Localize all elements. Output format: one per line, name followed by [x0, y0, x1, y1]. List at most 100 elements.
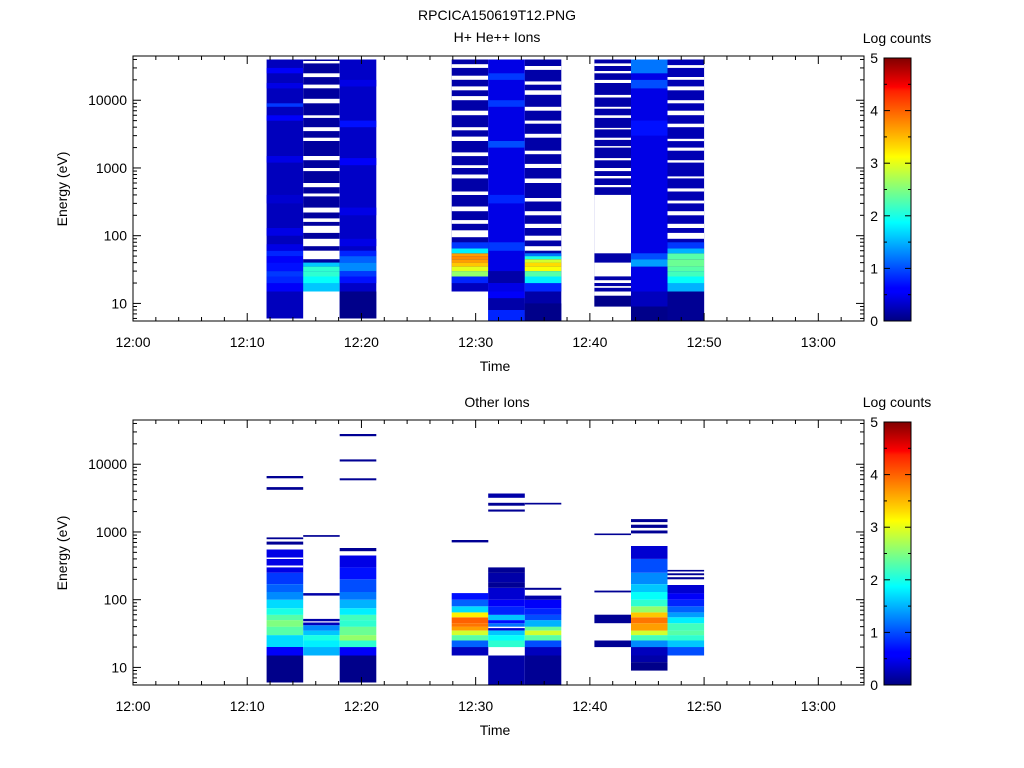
- heatmap-empty-band: [339, 552, 377, 554]
- heatmap-cell: [488, 310, 525, 321]
- panel-1-colorbar-label: Log counts: [863, 30, 932, 46]
- heatmap-cell: [303, 283, 340, 292]
- heatmap-cell: [266, 608, 304, 615]
- heatmap-cell: [451, 593, 489, 600]
- heatmap-cell: [266, 103, 304, 107]
- x-tick-label: 13:00: [801, 698, 836, 714]
- panel-2-ylabel: Energy (eV): [54, 516, 70, 591]
- heatmap-cell: [266, 599, 304, 609]
- heatmap-cell: [451, 256, 489, 260]
- heatmap-cell: [266, 228, 304, 236]
- heatmap-cell: [488, 614, 525, 621]
- heatmap-empty-band: [667, 160, 705, 163]
- heatmap-cell: [667, 585, 705, 594]
- x-tick-label: 12:20: [344, 334, 379, 350]
- heatmap-empty-band: [594, 94, 631, 98]
- heatmap-cell: [488, 640, 525, 648]
- heatmap-empty-band: [667, 138, 705, 142]
- heatmap-cell: [451, 266, 489, 272]
- colorbar-tick-label: 3: [870, 519, 878, 535]
- heatmap-empty-band: [451, 86, 489, 91]
- heatmap-cell: [631, 59, 668, 321]
- y-tick-label: 100: [104, 228, 128, 244]
- colorbar-tick-label: 2: [870, 208, 878, 224]
- colorbar-tick-label: 3: [870, 155, 878, 171]
- heatmap-cell: [524, 614, 562, 621]
- heatmap-cell: [266, 487, 304, 490]
- heatmap-cell: [488, 567, 525, 573]
- heatmap-empty-band: [667, 188, 705, 192]
- heatmap-empty-band: [303, 218, 340, 222]
- heatmap-empty-band: [667, 110, 705, 116]
- heatmap-cell: [488, 298, 525, 310]
- heatmap-cell: [631, 635, 668, 641]
- x-tick-label: 12:50: [687, 334, 722, 350]
- heatmap-cell: [266, 67, 304, 74]
- heatmap-cell: [667, 635, 705, 641]
- heatmap-cell: [339, 599, 377, 609]
- heatmap-cell: [594, 640, 631, 648]
- heatmap-cell: [667, 266, 705, 272]
- heatmap-cell: [266, 156, 304, 163]
- heatmap-cell: [594, 295, 631, 307]
- heatmap-cell: [488, 291, 525, 299]
- heatmap-cell: [488, 271, 525, 283]
- panel-2-axes: 12:00 12:10 12:20 12:30 12:40 12:50 13:00 10 100…: [88, 420, 865, 714]
- heatmap-empty-band: [594, 158, 631, 161]
- heatmap-cell: [303, 618, 340, 622]
- heatmap-empty-band: [594, 286, 631, 288]
- heatmap-cell: [339, 256, 377, 263]
- heatmap-cell: [631, 584, 668, 592]
- heatmap-empty-band: [594, 71, 631, 74]
- heatmap-cell: [339, 262, 377, 272]
- x-tick-label: 12:10: [230, 334, 265, 350]
- heatmap-cell: [524, 259, 562, 263]
- heatmap-cell: [266, 271, 304, 277]
- x-tick-label: 12:00: [115, 698, 150, 714]
- heatmap-cell: [488, 630, 525, 636]
- heatmap-cell: [524, 635, 562, 641]
- heatmap-empty-band: [594, 168, 631, 172]
- heatmap-empty-band: [451, 230, 489, 238]
- heatmap-empty-band: [594, 79, 631, 83]
- heatmap-cell: [667, 612, 705, 618]
- heatmap-empty-band: [667, 65, 705, 68]
- heatmap-cell: [266, 537, 304, 540]
- heatmap-empty-band: [524, 163, 562, 168]
- heatmap-empty-band: [303, 225, 340, 233]
- colorbar-tick-label: 2: [870, 572, 878, 588]
- heatmap-cell: [339, 555, 377, 568]
- heatmap-cell: [667, 599, 705, 607]
- heatmap-cell: [631, 662, 668, 671]
- heatmap-empty-band: [667, 211, 705, 216]
- heatmap-cell: [488, 100, 525, 107]
- heatmap-cell: [451, 262, 489, 267]
- colorbar-tick-label: 0: [870, 313, 878, 329]
- heatmap-cell: [488, 628, 525, 631]
- heatmap-cell: [631, 623, 668, 631]
- heatmap-cell: [488, 141, 525, 148]
- heatmap-empty-band: [524, 133, 562, 138]
- heatmap-empty-band: [594, 194, 631, 254]
- panel-1-xlabel: Time: [480, 358, 511, 374]
- figure-title: RPCICA150619T12.PNG: [418, 7, 576, 23]
- heatmap-cell: [631, 530, 668, 534]
- heatmap-cell: [524, 630, 562, 636]
- heatmap-cell: [488, 242, 525, 251]
- heatmap-cell: [524, 620, 562, 627]
- heatmap-cell: [339, 567, 377, 580]
- heatmap-cell: [339, 276, 377, 284]
- heatmap-empty-band: [303, 115, 340, 118]
- x-tick-label: 12:50: [687, 698, 722, 714]
- heatmap-cell: [488, 582, 525, 588]
- heatmap-empty-band: [451, 174, 489, 179]
- colorbar-tick-label: 4: [870, 467, 878, 483]
- heatmap-empty-band: [594, 176, 631, 179]
- heatmap-cell: [339, 640, 377, 648]
- heatmap-cell: [594, 533, 631, 536]
- heatmap-empty-band: [303, 127, 340, 132]
- heatmap-cell: [451, 626, 489, 631]
- colorbar-tick-label: 1: [870, 260, 878, 276]
- heatmap-empty-band: [524, 198, 562, 202]
- heatmap-cell: [631, 612, 668, 618]
